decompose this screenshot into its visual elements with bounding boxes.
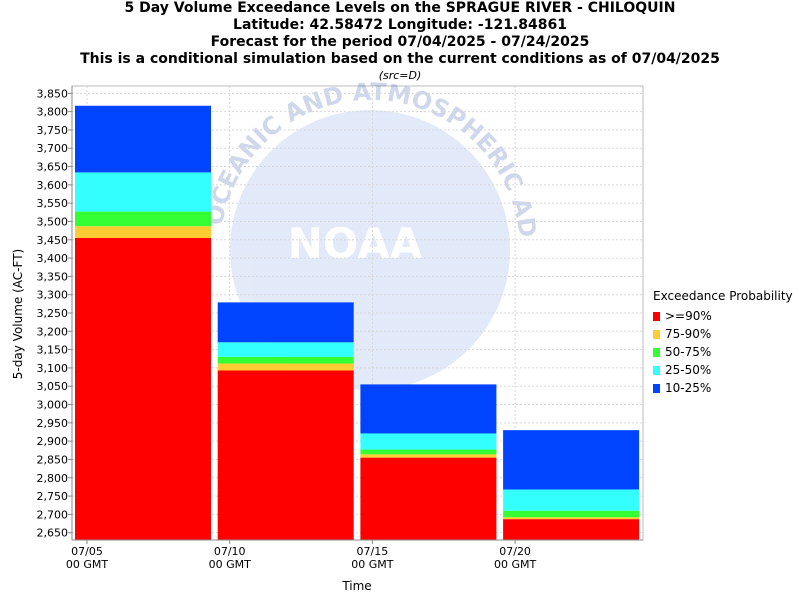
x-tick-label: 07/15 (357, 545, 389, 558)
y-tick-label: 2,700 (37, 508, 69, 521)
bar-segment-07-15-4 (360, 433, 497, 450)
x-axis-label: Time (341, 579, 371, 593)
y-tick-label: 3,150 (37, 344, 69, 357)
legend-swatch (653, 365, 660, 375)
bar-segment-07-15-1 (360, 457, 497, 540)
bar-segment-07-10-5 (217, 302, 354, 343)
x-tick-label: 07/10 (214, 545, 246, 558)
x-tick-sublabel: 00 GMT (209, 558, 252, 571)
y-tick-label: 3,550 (37, 197, 69, 210)
y-tick-label: 3,700 (37, 142, 69, 155)
bar-segment-07-20-1 (503, 519, 640, 540)
bars (75, 105, 640, 540)
y-tick-label: 2,650 (37, 527, 69, 540)
location-coordinates: Latitude: 42.58472 Longitude: -121.84861 (233, 17, 567, 33)
y-tick-label: 3,500 (37, 215, 69, 228)
x-tick-sublabel: 00 GMT (66, 558, 109, 571)
y-tick-label: 3,800 (37, 106, 69, 119)
bar-segment-07-05-3 (75, 211, 211, 227)
y-tick-label: 3,350 (37, 270, 69, 283)
x-tick-label: 07/05 (71, 545, 103, 558)
legend-item-5: 10-25% (653, 379, 793, 397)
legend-label: 10-25% (665, 381, 712, 395)
chart-titles: 5 Day Volume Exceedance Levels on the SP… (0, 0, 800, 83)
y-tick-label: 2,800 (37, 472, 69, 485)
y-tick-label: 3,200 (37, 325, 69, 338)
legend-item-4: 25-50% (653, 361, 793, 379)
legend-title: Exceedance Probability (653, 289, 793, 303)
bar-segment-07-10-3 (217, 356, 354, 364)
y-tick-label: 2,900 (37, 435, 69, 448)
legend-swatch (653, 311, 660, 321)
y-axis: 2,650 2,700 2,750 2,800 2,850 2,900 2,950 3,000… (37, 87, 72, 540)
bar-segment-07-20-5 (503, 430, 640, 490)
y-tick-label: 2,750 (37, 490, 69, 503)
noaa-watermark-logo: NOAA (288, 219, 423, 268)
bar-segment-07-20-2 (503, 517, 640, 520)
legend-item-3: 50-75% (653, 343, 793, 361)
x-tick-sublabel: 00 GMT (351, 558, 394, 571)
bar-segment-07-20-4 (503, 489, 640, 511)
bar-segment-07-15-5 (360, 384, 497, 434)
legend-item-2: 75-90% (653, 325, 793, 343)
legend-swatch (653, 347, 660, 357)
x-tick-sublabel: 00 GMT (494, 558, 537, 571)
legend-item-1: >=90% (653, 307, 793, 325)
y-tick-label: 3,650 (37, 161, 69, 174)
y-tick-label: 3,750 (37, 124, 69, 137)
y-tick-label: 2,850 (37, 453, 69, 466)
y-axis-label: 5-day Volume (AC-FT) (11, 249, 25, 379)
legend-swatch (653, 329, 660, 339)
bar-segment-07-05-1 (75, 237, 211, 540)
legend-label: 25-50% (665, 363, 712, 377)
y-tick-label: 3,250 (37, 307, 69, 320)
legend-label: >=90% (665, 309, 712, 323)
legend-label: 50-75% (665, 345, 712, 359)
legend-swatch (653, 383, 660, 393)
bar-segment-07-10-4 (217, 342, 354, 357)
bar-segment-07-20-3 (503, 510, 640, 518)
bar-segment-07-05-2 (75, 226, 211, 238)
y-tick-label: 3,050 (37, 380, 69, 393)
grid-lines (72, 86, 643, 540)
y-tick-label: 3,850 (37, 87, 69, 100)
x-tick-label: 07/20 (499, 545, 531, 558)
bar-segment-07-10-2 (217, 363, 354, 371)
bar-segment-07-15-2 (360, 454, 497, 458)
legend-label: 75-90% (665, 327, 712, 341)
y-tick-label: 3,450 (37, 234, 69, 247)
legend: Exceedance Probability >=90% 75-90% 50-75%… (653, 289, 793, 397)
forecast-period: Forecast for the period 07/04/2025 - 07/… (210, 34, 590, 50)
bar-segment-07-05-5 (75, 105, 211, 173)
bar-segment-07-15-3 (360, 449, 497, 455)
y-tick-label: 3,100 (37, 362, 69, 375)
bar-segment-07-05-4 (75, 172, 211, 212)
chart-title: 5 Day Volume Exceedance Levels on the SP… (124, 0, 676, 16)
bar-segment-07-10-1 (217, 370, 354, 540)
y-tick-label: 3,400 (37, 252, 69, 265)
y-tick-label: 3,300 (37, 289, 69, 302)
simulation-note: This is a conditional simulation based o… (80, 51, 720, 67)
y-tick-label: 3,600 (37, 179, 69, 192)
y-tick-label: 2,950 (37, 417, 69, 430)
y-tick-label: 3,000 (37, 399, 69, 412)
source-note: (src=D) (378, 69, 422, 82)
